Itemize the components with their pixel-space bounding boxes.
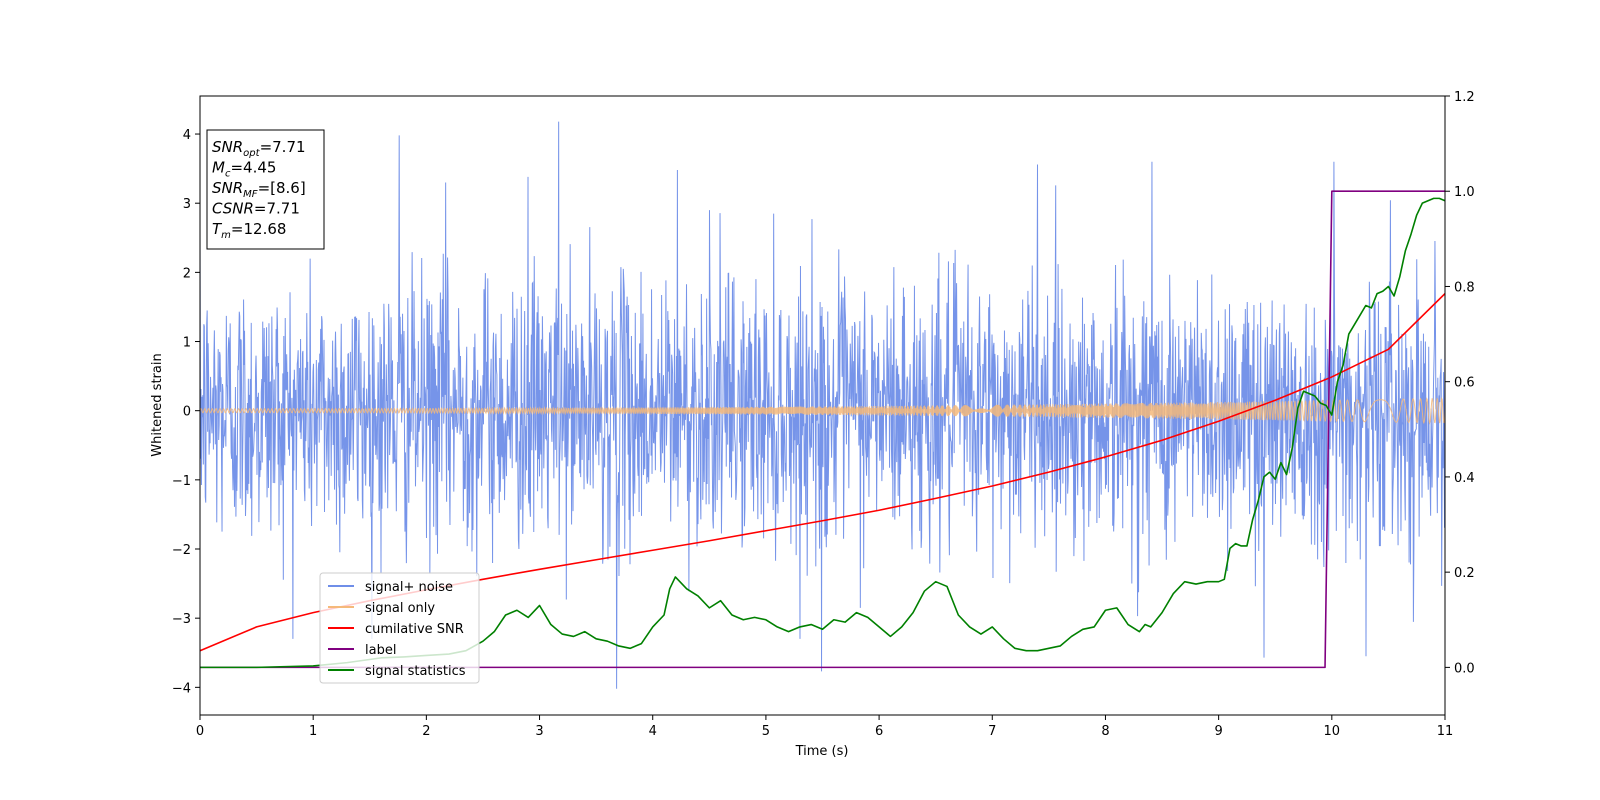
- y-right-tick-label: 0.4: [1454, 471, 1475, 486]
- legend-frame: [319, 572, 480, 684]
- info-line: SNRMF=[8.6]: [212, 179, 306, 200]
- y-right-tick-label: 1.0: [1454, 185, 1475, 200]
- x-tick-label: 11: [1437, 724, 1454, 739]
- legend-label: signal+ noise: [365, 580, 453, 595]
- x-tick-label: 5: [762, 724, 770, 739]
- x-tick-label: 1: [309, 724, 317, 739]
- y-right-tick-label: 1.2: [1454, 90, 1475, 105]
- info-line: SNRopt=7.71: [212, 138, 306, 159]
- y-left-tick-label: 2: [183, 266, 191, 281]
- y-left-tick-label: 1: [183, 336, 191, 351]
- signal-only-series: [200, 396, 1445, 425]
- info-line: Mc=4.45: [212, 159, 276, 180]
- x-tick-label: 8: [1101, 724, 1109, 739]
- x-axis-label: Time (s): [795, 744, 849, 759]
- x-tick-label: 2: [422, 724, 430, 739]
- y-left-tick-label: −1: [172, 474, 191, 489]
- y-left-tick-label: −3: [172, 612, 191, 627]
- info-line: Tm=12.68: [212, 220, 286, 241]
- legend-label: signal only: [365, 601, 435, 616]
- info-line: CSNR=7.71: [212, 200, 300, 218]
- x-tick-label: 7: [988, 724, 996, 739]
- x-tick-label: 4: [649, 724, 657, 739]
- noise-series: [200, 121, 1445, 689]
- series-signal-only-line: [200, 396, 1445, 425]
- y-right-tick-label: 0.6: [1454, 376, 1475, 391]
- legend: signal+ noise signal only cumilative SNR la…: [319, 572, 480, 684]
- x-tick-label: 6: [875, 724, 883, 739]
- legend-label: cumilative SNR: [365, 622, 464, 637]
- y-left-tick-label: 0: [183, 405, 191, 420]
- y-left-tick-label: 4: [183, 128, 191, 143]
- x-tick-label: 10: [1324, 724, 1341, 739]
- y-left-tick-label: −4: [172, 681, 191, 696]
- series-signal-noise-line: [200, 121, 1445, 689]
- x-tick-label: 3: [535, 724, 543, 739]
- y-right-tick-label: 0.2: [1454, 566, 1475, 581]
- y-right-tick-label: 0.8: [1454, 280, 1475, 295]
- y-axis-label: Whitened strain: [150, 353, 165, 456]
- series-signal-statistics-line: [200, 197, 1445, 669]
- legend-label: label: [365, 643, 396, 658]
- y-left-tick-label: −2: [172, 543, 191, 558]
- y-left-tick-label: 3: [183, 197, 191, 212]
- info-box-frame: [206, 129, 325, 250]
- legend-label: signal statistics: [365, 664, 466, 679]
- series-label-line: [200, 190, 1445, 669]
- y-right-tick-label: 0.0: [1454, 661, 1475, 676]
- x-tick-label: 9: [1214, 724, 1222, 739]
- axes: 0 1 2 3 4 5 6 7 8 9 10 11 −4 −3 −2 −1 0 1 2 3 4 0.0 0.2 0.4 0.6 0…: [172, 90, 1475, 739]
- plot-frame: [199, 95, 1446, 716]
- x-tick-label: 0: [196, 724, 204, 739]
